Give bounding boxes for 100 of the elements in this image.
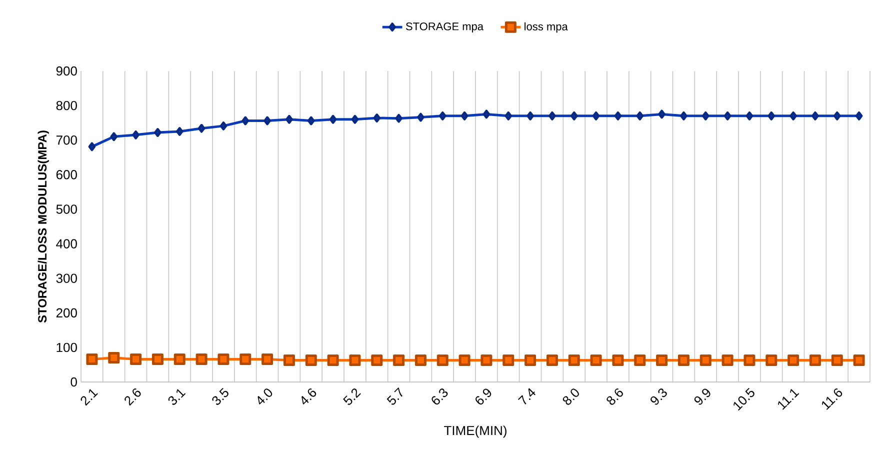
point [198,124,206,133]
x-tick-label: 6.9 [476,388,492,404]
y-tick-label: 300 [56,274,77,283]
y-tick-label: 700 [56,136,77,145]
point [110,132,118,142]
point [746,111,754,120]
point [614,111,622,120]
point [262,353,274,365]
point [504,111,512,120]
point [283,354,295,366]
point [414,354,426,366]
x-tick-label: 2.1 [80,389,98,406]
point [86,353,98,365]
point [700,354,712,366]
legend-label: loss mpa [524,22,568,33]
x-tick-label: 3.5 [212,388,228,405]
point [766,354,778,366]
y-tick-label: 800 [56,100,77,110]
point [809,354,821,366]
point [373,114,381,122]
point [812,111,819,120]
point [724,111,732,120]
point [548,111,556,120]
point [438,111,446,120]
point [240,353,252,365]
point [482,110,490,119]
point [220,121,228,130]
point [242,116,250,126]
x-tick-label: 2.6 [124,388,141,406]
point [658,110,666,119]
point [680,111,688,120]
point [218,353,230,365]
y-tick-label: 100 [56,342,77,352]
point [371,354,383,366]
point [722,354,734,366]
y-tick-label: 200 [56,308,77,318]
point [307,116,315,126]
point [768,111,776,120]
point [329,114,337,124]
point [636,111,644,120]
x-tick-label: 4.0 [258,388,272,405]
x-tick-label: 5.2 [343,388,361,405]
point [176,127,184,136]
point [460,111,468,120]
x-tick-label: 8.0 [562,388,579,405]
x-tick-label: 6.3 [432,388,448,404]
x-tick-label: 8.6 [606,388,623,405]
point [458,354,470,366]
point [417,112,424,122]
point [590,354,602,366]
point [612,354,624,366]
x-tick-label: 9.9 [694,388,710,405]
point [678,354,690,366]
legend-label: STORAGE mpa [406,22,484,32]
x-tick-label: 11.1 [778,388,800,410]
point [788,354,800,366]
point [305,354,317,366]
y-tick-label: 600 [56,170,77,180]
point [634,354,646,366]
point [570,111,578,120]
point [327,354,339,366]
point [592,111,600,120]
y-tick-label: 900 [56,66,77,76]
x-tick-label: 4.6 [302,388,316,405]
point [855,111,863,120]
point [174,353,186,365]
y-tick-label: 400 [56,239,77,248]
point [853,354,865,366]
x-tick-label: 7.4 [518,388,536,404]
point [132,130,140,140]
point [526,111,534,120]
point [702,111,710,120]
point [656,354,668,366]
point [286,114,293,124]
x-tick-label: 5.7 [386,387,402,405]
point [196,353,208,365]
point [833,111,841,120]
point [546,354,558,366]
point [351,114,359,124]
y-tick-label: 500 [56,204,77,214]
x-tick-label: 9.3 [650,388,667,405]
x-tick-label: 3.1 [168,389,186,405]
point [502,354,514,366]
point [790,111,797,120]
point [152,353,164,365]
point [524,354,536,366]
point [436,354,448,366]
point [130,353,142,365]
point [831,354,843,366]
point [349,354,361,366]
point [264,116,271,126]
point [744,354,756,366]
point [108,352,120,364]
y-axis-title: STORAGE/LOSS MODULUS(MPA) [38,130,49,323]
point [154,128,162,137]
point [88,142,96,152]
point [393,354,405,366]
point [568,354,580,366]
point [395,114,402,123]
point [480,354,492,366]
